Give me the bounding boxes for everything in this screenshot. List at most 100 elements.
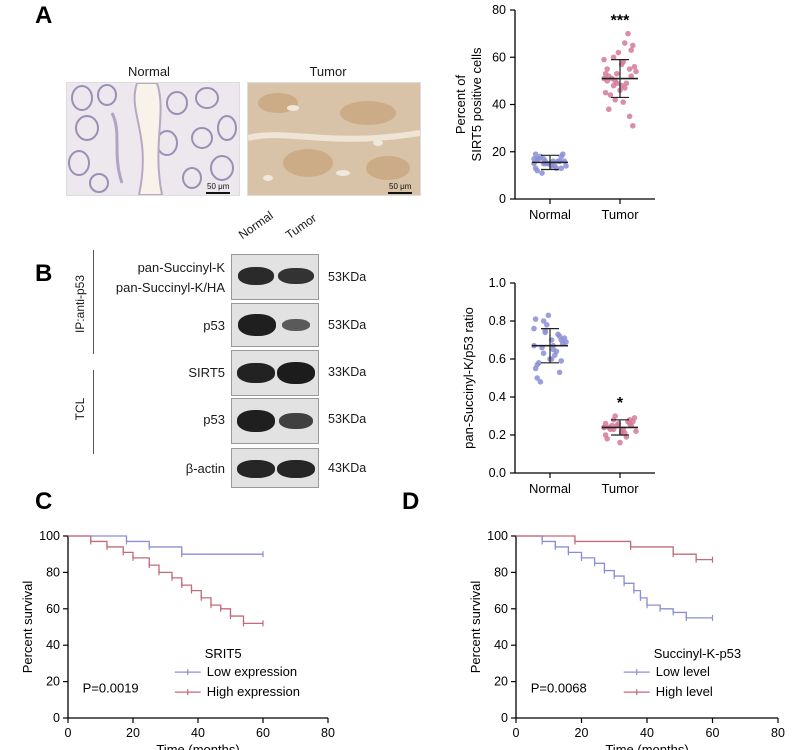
band-1-tumor (278, 268, 314, 284)
y-tick-label: 80 (494, 565, 508, 579)
data-point (556, 369, 563, 376)
data-point (532, 316, 539, 322)
blot-box-4 (231, 398, 319, 444)
data-point (626, 113, 633, 120)
survival-curve (516, 535, 713, 561)
blot-kda-1: 53KDa (328, 270, 367, 284)
data-point (623, 80, 630, 87)
blot-row-label-2: p53 (203, 318, 225, 333)
y-tick-label: 40 (46, 638, 60, 652)
scatter-chart-ratio: 0.0 0.2 0.4 0.6 0.8 1.0 pan-Succinyl-K/p53 rat… (461, 276, 655, 496)
survival-curve (68, 535, 263, 555)
x-tick-label: Tumor (601, 207, 639, 222)
scale-bar-normal (206, 192, 230, 194)
y-tick-label: 1.0 (489, 276, 506, 290)
band-2-normal (238, 314, 276, 336)
data-point (614, 80, 620, 87)
x-tick-label: 80 (771, 726, 785, 740)
data-point (540, 350, 547, 357)
blot-kda-3: 33KDa (328, 365, 367, 379)
data-point (612, 96, 618, 103)
data-point (553, 348, 560, 355)
data-point (615, 49, 622, 56)
significance-marker: * (617, 395, 624, 412)
data-point (606, 106, 612, 113)
survival-curve (68, 535, 263, 625)
data-point (534, 361, 540, 368)
p-value-annotation: P=0.0068 (531, 681, 587, 696)
band-1-normal (238, 267, 274, 285)
normal-tissue-image (67, 83, 239, 195)
data-point (604, 66, 610, 72)
data-point (545, 312, 552, 319)
data-point (558, 358, 564, 364)
panel-letter-d: D (402, 488, 420, 515)
x-tick-label: 60 (256, 726, 270, 740)
band-5-tumor (277, 460, 315, 478)
blot-row-label-5: β-actin (185, 461, 225, 476)
data-point (631, 63, 638, 70)
data-point (539, 170, 545, 176)
y-tick-label: 100 (39, 529, 60, 543)
tumor-tissue-image (248, 83, 420, 195)
blot-kda-2: 53KDa (328, 318, 367, 332)
data-point (602, 420, 609, 427)
data-point (560, 151, 566, 157)
panel-letter-b: B (35, 260, 53, 287)
data-point (604, 78, 610, 84)
data-point (622, 40, 628, 46)
band-2-tumor (282, 319, 310, 331)
y-tick-label: 40 (492, 98, 506, 112)
data-point (633, 68, 639, 75)
y-tick-label: 0 (53, 711, 60, 725)
y-tick-label: 80 (492, 3, 506, 17)
lane-label-tumor: Tumor (282, 210, 320, 242)
group-divider-tcl (93, 370, 94, 454)
data-point (540, 318, 547, 324)
y-tick-label: 0.6 (489, 352, 506, 366)
band-4-normal (237, 410, 275, 432)
legend-label: Low expression (207, 664, 297, 679)
y-tick-label: 0.8 (489, 314, 506, 328)
data-point (631, 415, 638, 421)
data-point (534, 375, 540, 381)
data-point (625, 30, 631, 37)
y-tick-label: 0.4 (489, 390, 506, 404)
band-4-tumor (279, 413, 313, 429)
data-point (628, 73, 634, 79)
data-point (633, 428, 639, 434)
legend-label: Low level (656, 664, 710, 679)
y-tick-label: 0 (499, 192, 506, 206)
data-point (626, 66, 633, 72)
y-axis-label: Percent ofSIRT5 positive cells (455, 47, 484, 161)
blot-box-3 (231, 350, 319, 396)
micrograph-normal (66, 82, 240, 196)
y-tick-label: 100 (487, 529, 508, 543)
legend-title: SRIT5 (205, 646, 242, 661)
x-tick-label: 40 (640, 726, 654, 740)
x-tick-label: Normal (529, 481, 571, 496)
data-point (534, 156, 540, 162)
y-tick-label: 0 (501, 711, 508, 725)
scale-bar-label-tumor: 50 μm (389, 182, 412, 191)
blot-row-label-1a: pan-Succinyl-K (137, 260, 225, 275)
group-divider-ip (93, 250, 94, 354)
y-tick-label: 60 (46, 602, 60, 616)
data-point (544, 322, 550, 328)
x-tick-label: 0 (513, 726, 520, 740)
data-point (630, 42, 636, 49)
y-axis-label: Percent survival (20, 581, 35, 674)
scale-bar-tumor (388, 192, 412, 194)
y-tick-label: 20 (494, 675, 508, 689)
scale-bar-label-normal: 50 μm (207, 182, 230, 191)
data-point (630, 122, 636, 129)
x-axis-label: Time (months) (156, 742, 239, 750)
legend-label: High level (656, 684, 713, 699)
p-value-annotation: P=0.0019 (83, 681, 139, 696)
group-label-tcl: TCL (73, 397, 87, 421)
y-tick-label: 60 (494, 602, 508, 616)
data-point (610, 54, 617, 61)
blot-box-5 (231, 448, 319, 488)
micrograph-normal-label: Normal (128, 64, 170, 79)
y-tick-label: 0.2 (489, 428, 506, 442)
